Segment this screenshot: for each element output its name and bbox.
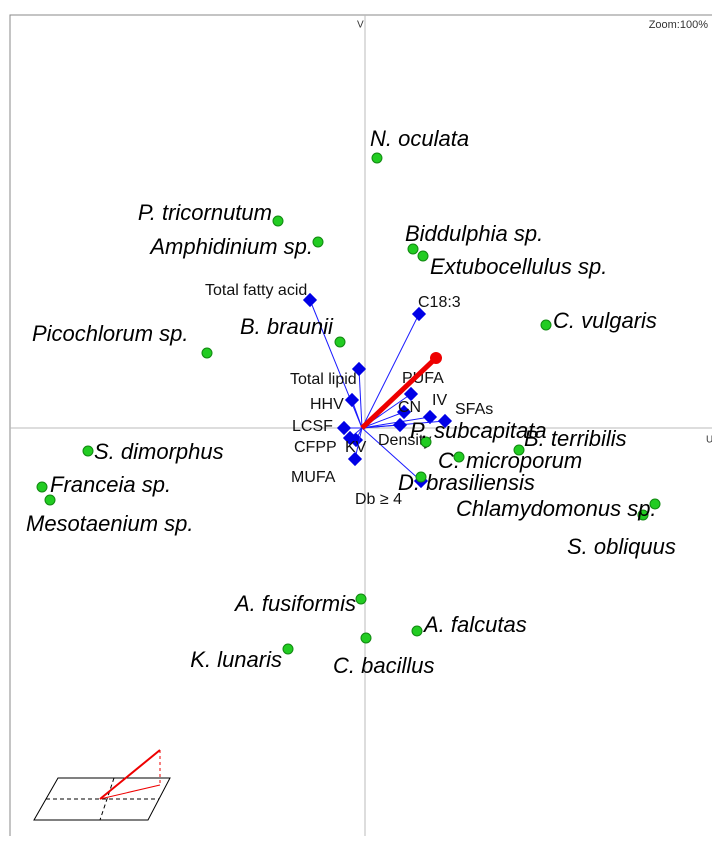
sample-label: Biddulphia sp. (405, 221, 543, 246)
variable-label: LCSF (292, 418, 333, 435)
variable-label: CN (398, 399, 421, 416)
samples: N. oculata P. tricornutum Amphidinium sp. B… (26, 126, 676, 678)
sample-label: N. oculata (370, 126, 469, 151)
sample-point (371, 152, 383, 164)
plot-frame (9, 14, 712, 841)
sample-point (355, 593, 367, 605)
sample-label: C. vulgaris (553, 308, 657, 333)
variable-marker (344, 392, 360, 408)
vector (309, 299, 363, 429)
vector (361, 313, 420, 429)
sample-point (36, 481, 48, 493)
sample-point (637, 509, 649, 521)
variable-marker (437, 413, 453, 429)
variable-label: HHV (310, 396, 344, 413)
sample-point (453, 451, 465, 463)
arrow-head (430, 352, 442, 364)
sample-point (201, 347, 213, 359)
sample-label: A. fusiformis (233, 591, 356, 616)
sample-point (334, 336, 346, 348)
sample-point (513, 444, 525, 456)
variable-label: Db ≥ 4 (355, 491, 402, 508)
sample-label: Franceia sp. (50, 472, 171, 497)
sample-label: Extubocellulus sp. (430, 254, 607, 279)
sample-point (312, 236, 324, 248)
variable-label: Density (378, 432, 431, 449)
variable-label: Total fatty acid (205, 282, 307, 299)
variable-label: Total lipid (290, 371, 357, 388)
sample-point (411, 625, 423, 637)
sample-point (282, 643, 294, 655)
sample-point (415, 471, 427, 483)
sample-label: S. obliquus (567, 534, 676, 559)
sample-point (417, 250, 429, 262)
sample-label: S. dimorphus (94, 439, 224, 464)
sample-point (540, 319, 552, 331)
sample-label: Mesotaenium sp. (26, 511, 194, 536)
sample-label: P. subcapitata (410, 418, 547, 443)
sample-point (420, 436, 432, 448)
sample-label: Picochlorum sp. (32, 321, 189, 346)
variable-marker (422, 409, 438, 425)
zoom-indicator: Zoom:100% (649, 19, 709, 31)
sample-label: P. tricornutum (138, 200, 272, 225)
axis-label: U (706, 435, 712, 446)
variable-label: IV (432, 392, 447, 409)
sample-label: K. lunaris (190, 647, 282, 672)
sample-label: Chlamydomonus sp. (456, 496, 657, 521)
variable-label: C18:3 (418, 294, 461, 311)
sample-label: B. braunii (240, 314, 334, 339)
variable-marker (411, 306, 427, 322)
vector (361, 411, 405, 429)
variable-marker (403, 386, 419, 402)
sample-point (44, 494, 56, 506)
variable-label: MUFA (291, 469, 336, 486)
variable-marker (302, 292, 318, 308)
sample-point (272, 215, 284, 227)
sample-point (82, 445, 94, 457)
orientation-inset (33, 749, 171, 821)
sample-label: C. bacillus (333, 653, 434, 678)
sample-label: B. terribilis (524, 426, 627, 451)
variable-marker (396, 404, 412, 420)
variable-marker (336, 420, 352, 436)
variable-marker (392, 417, 408, 433)
sample-point (407, 243, 419, 255)
sample-point (649, 498, 661, 510)
variable-marker (348, 432, 364, 448)
sample-label: Amphidinium sp. (148, 234, 313, 259)
sample-label: C. microporum (438, 448, 582, 473)
vector (358, 368, 363, 429)
variable-label: CFPP (294, 439, 337, 456)
sample-label: A. falcutas (422, 612, 527, 637)
main-arrow (360, 356, 438, 430)
variable-label: SFAs (455, 401, 493, 418)
variable-marker (347, 451, 363, 467)
sample-label: D. brasiliensis (398, 470, 535, 495)
variable-label: KV (345, 439, 367, 456)
variable-marker (351, 361, 367, 377)
axis-label: V (357, 20, 364, 31)
vector (361, 427, 422, 482)
sample-point (360, 632, 372, 644)
